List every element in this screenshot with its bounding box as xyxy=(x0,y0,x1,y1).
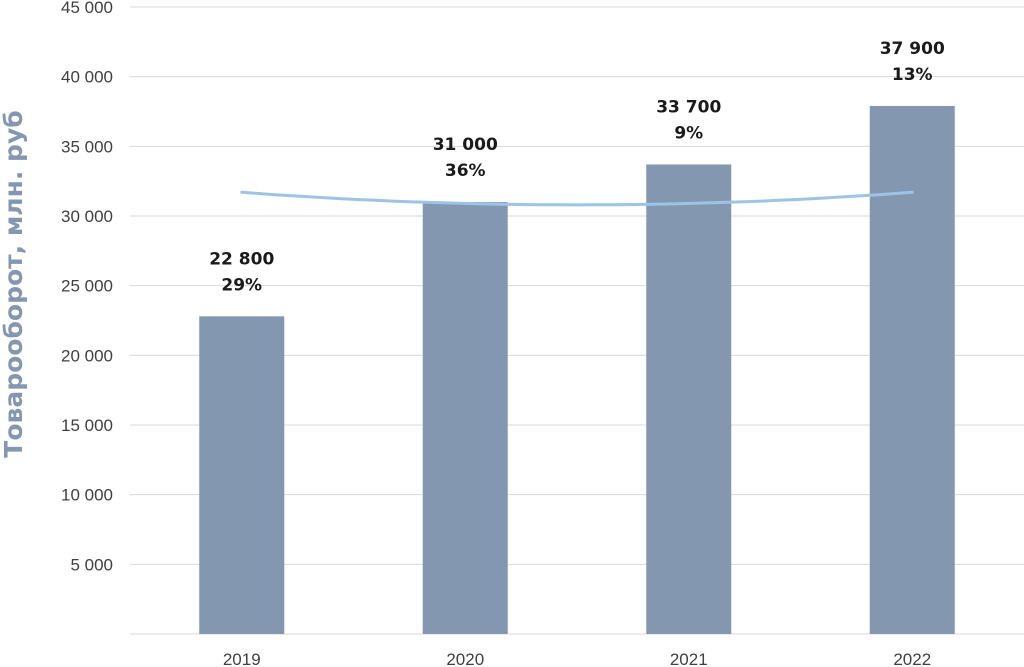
y-axis-title: Товарооборот, млн. руб xyxy=(0,110,28,457)
data-labels: 22 800 29% 31 000 36% 33 700 9% 37 900 13% xyxy=(209,39,945,295)
value-label: 31 000 xyxy=(433,135,498,155)
y-tick-label: 5 000 xyxy=(70,555,113,574)
x-tick-label: 2022 xyxy=(893,650,931,667)
growth-label: 13% xyxy=(892,65,933,85)
growth-label: 9% xyxy=(674,123,703,143)
bar-2021 xyxy=(646,164,732,635)
y-tick-label: 20 000 xyxy=(61,346,113,365)
value-label: 33 700 xyxy=(656,97,721,117)
value-label: 37 900 xyxy=(880,39,945,59)
value-label: 22 800 xyxy=(209,249,274,269)
x-axis-ticks: 2019 2020 2021 2022 xyxy=(223,650,931,667)
y-tick-label: 40 000 xyxy=(61,68,113,87)
y-tick-label: 10 000 xyxy=(61,486,113,505)
bars xyxy=(199,105,955,635)
bar-2019 xyxy=(199,316,285,634)
trendline xyxy=(240,190,914,207)
bar-2020 xyxy=(422,202,508,635)
y-tick-label: 35 000 xyxy=(61,137,113,156)
growth-label: 36% xyxy=(445,161,486,181)
y-tick-label: 45 000 xyxy=(61,0,113,17)
bar-2022 xyxy=(869,105,955,635)
trendline-layer xyxy=(240,190,914,207)
y-tick-label: 25 000 xyxy=(61,277,113,296)
y-tick-label: 15 000 xyxy=(61,416,113,435)
x-tick-label: 2020 xyxy=(446,650,484,667)
growth-label: 29% xyxy=(221,275,262,295)
y-axis-ticks: 5 000 10 000 15 000 20 000 25 000 30 000 35 00… xyxy=(61,0,113,574)
x-tick-label: 2019 xyxy=(223,650,261,667)
y-tick-label: 30 000 xyxy=(61,207,113,226)
x-tick-label: 2021 xyxy=(670,650,708,667)
